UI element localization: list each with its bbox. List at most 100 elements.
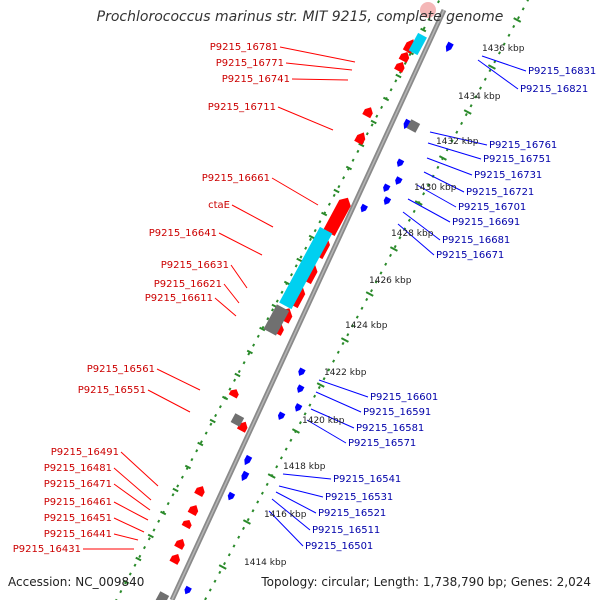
tick-dot <box>426 183 430 187</box>
backbone-highlight <box>171 9 445 600</box>
leader-line <box>230 264 248 289</box>
major-tick <box>438 155 447 161</box>
minor-tick <box>333 188 340 194</box>
minor-tick <box>283 280 291 286</box>
tick-dot <box>237 535 241 539</box>
reverse-gene-label: P9215_16731 <box>474 170 542 181</box>
minor-tick <box>172 487 179 493</box>
leader-line <box>397 223 435 256</box>
minor-tick <box>321 211 328 217</box>
reverse-gene-label: P9215_16531 <box>325 492 393 503</box>
reverse-gene-label: P9215_16671 <box>436 250 504 261</box>
reverse-gene <box>184 585 192 595</box>
tick-dot <box>365 297 369 302</box>
reverse-gene <box>403 118 412 130</box>
tick-dot <box>380 105 384 110</box>
tick-dot <box>379 271 383 275</box>
major-tick <box>414 200 423 206</box>
tick-dot <box>180 475 184 479</box>
tick-dot <box>327 202 331 206</box>
forward-gene <box>362 107 373 119</box>
reverse-gene-label: P9215_16511 <box>312 525 380 536</box>
forward-gene-label: P9215_16711 <box>208 102 276 113</box>
major-tick <box>316 382 325 388</box>
leader-line <box>271 498 311 531</box>
tick-dot <box>237 369 241 374</box>
reverse-gene <box>396 158 405 167</box>
minor-tick <box>147 533 154 539</box>
tick-dot <box>342 176 346 180</box>
tick-dot <box>526 0 530 2</box>
tick-dot <box>247 352 251 356</box>
major-tick <box>389 246 398 252</box>
tick-dot <box>370 123 374 127</box>
tick-dot <box>422 26 426 30</box>
reverse-gene <box>383 196 392 205</box>
minor-tick <box>135 556 142 562</box>
major-tick <box>218 564 227 570</box>
reverse-gene-label: P9215_16591 <box>363 407 431 418</box>
tick-dot <box>317 385 321 390</box>
forward-gene <box>228 389 239 399</box>
major-tick <box>365 291 374 297</box>
reverse-gene <box>395 176 403 185</box>
reverse-gene <box>298 367 306 376</box>
leader-line <box>113 467 152 501</box>
kbp-label: 1430 kbp <box>414 183 457 193</box>
tick-dot <box>351 158 355 162</box>
tick-dot <box>166 501 170 506</box>
forward-gene-label: P9215_16641 <box>149 228 217 239</box>
forward-gene-label: P9215_16441 <box>44 529 112 540</box>
tick-dot <box>299 255 303 259</box>
tick-dot <box>521 7 525 11</box>
tick-dot <box>275 465 279 469</box>
other-feature <box>230 413 245 427</box>
tick-dot <box>469 104 473 108</box>
leader-line <box>427 142 482 160</box>
minor-tick <box>234 372 241 378</box>
tick-dot <box>360 306 364 310</box>
minor-tick <box>395 73 402 79</box>
leader-line <box>218 232 263 256</box>
forward-gene-label: P9215_16661 <box>202 173 270 184</box>
feature-track <box>155 2 454 600</box>
reverse-gene-label: P9215_16601 <box>370 392 438 403</box>
leader-line <box>113 533 139 541</box>
tick-dot <box>227 553 231 557</box>
genome-summary: Topology: circular; Length: 1,738,790 bp… <box>261 575 591 589</box>
kbp-label: 1422 kbp <box>324 368 367 378</box>
forward-gene-label: P9215_16431 <box>13 544 81 555</box>
reverse-gene <box>297 384 305 393</box>
forward-gene-label: P9215_16621 <box>154 279 222 290</box>
tick-dot <box>498 51 501 55</box>
forward-gene-label: P9215_16451 <box>44 513 112 524</box>
minor-tick <box>246 349 253 355</box>
tick-dot <box>407 218 411 222</box>
tick-dot <box>251 509 255 513</box>
leader-line <box>315 391 362 413</box>
forward-gene-label: P9215_16491 <box>51 447 119 458</box>
kbp-label: 1432 kbp <box>436 137 479 147</box>
tick-dot <box>147 537 151 541</box>
tick-dot <box>275 299 279 303</box>
minor-tick <box>296 257 303 263</box>
minor-tick <box>358 142 365 148</box>
other-feature <box>406 119 421 133</box>
minor-tick <box>221 395 229 401</box>
forward-gene-label: ctaE <box>208 200 230 211</box>
reverse-gene <box>294 403 303 412</box>
kbp-label: 1424 kbp <box>345 321 388 331</box>
tick-dot <box>294 264 298 268</box>
kbp-label: 1414 kbp <box>244 558 287 568</box>
map-title: Prochlorococcus marinus str. MIT 9215, c… <box>96 9 504 25</box>
kbp-label: 1434 kbp <box>458 92 501 102</box>
tick-dot <box>133 563 137 567</box>
forward-gene-label: P9215_16771 <box>216 58 284 69</box>
rna-gene <box>408 32 427 56</box>
forward-gene-label: P9215_16741 <box>222 74 290 85</box>
tick-dot <box>195 449 199 453</box>
tick-dot <box>374 280 378 284</box>
reverse-gene-label: P9215_16521 <box>318 508 386 519</box>
leader-line <box>113 501 149 521</box>
tick-dot <box>204 431 208 435</box>
